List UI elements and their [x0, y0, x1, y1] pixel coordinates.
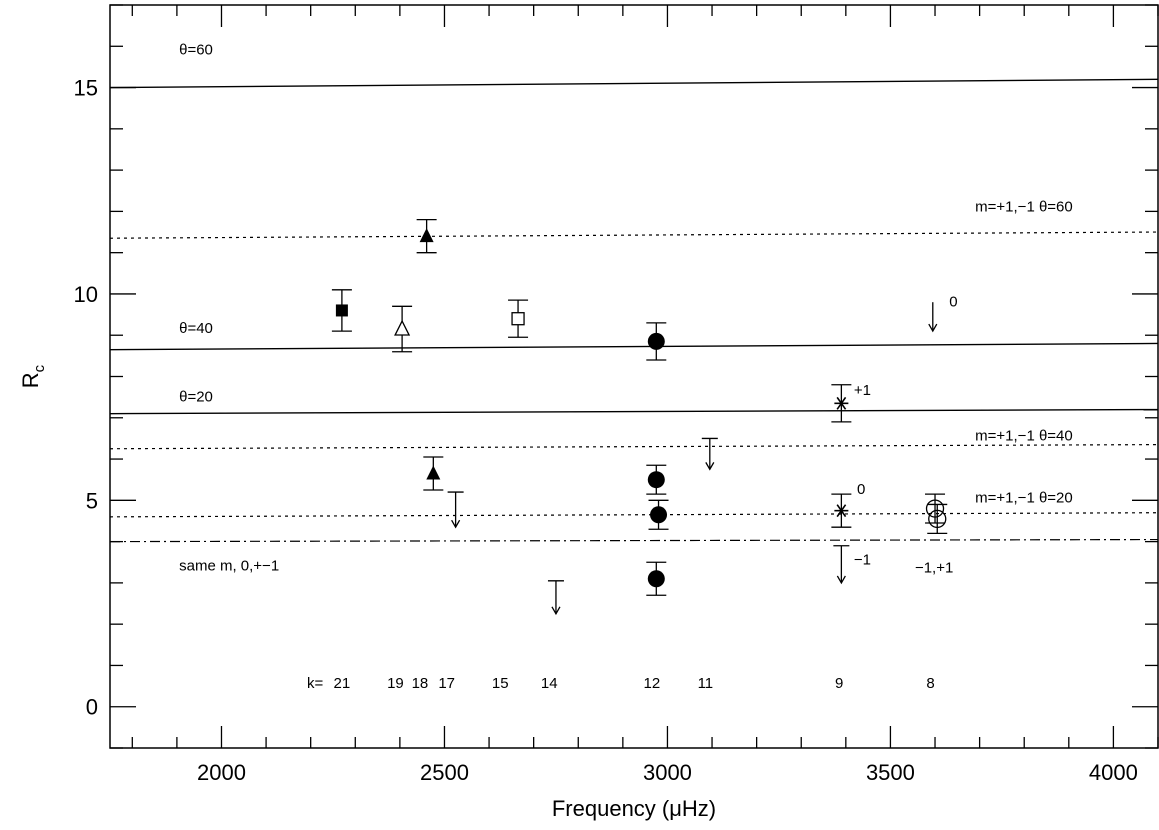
model-line — [109, 408, 1159, 415]
model-line-label: θ=20 — [179, 388, 213, 405]
plot-frame — [109, 4, 1159, 749]
annotation-label: −1 — [854, 551, 871, 568]
y-axis-label-main: R — [18, 372, 43, 388]
marker-circle-filled — [647, 332, 665, 350]
k-label: 8 — [926, 675, 934, 692]
k-label: 19 — [387, 675, 404, 692]
annotation-label: −1,+1 — [915, 560, 953, 577]
k-label: k= — [307, 675, 324, 692]
upper-limit-arrowhead — [551, 606, 561, 616]
model-line — [109, 342, 1159, 351]
k-label: 18 — [412, 675, 429, 692]
k-label: 21 — [334, 675, 351, 692]
y-tick-label: 5 — [86, 488, 98, 513]
model-line — [109, 78, 1159, 89]
annotation-label: 0 — [857, 481, 865, 498]
y-tick-label: 0 — [86, 695, 98, 720]
marker-square-filled — [335, 304, 348, 317]
k-label: 15 — [492, 675, 509, 692]
y-axis-label-subscript: c — [31, 364, 48, 372]
k-label: 17 — [438, 675, 455, 692]
x-tick-label: 2500 — [420, 760, 469, 785]
x-tick-label: 2000 — [197, 760, 246, 785]
marker-circle-open — [925, 499, 945, 518]
upper-limit-arrowhead — [451, 519, 461, 529]
x-tick-label: 4000 — [1089, 760, 1138, 785]
model-line-label: m=+1,−1 θ=20 — [975, 489, 1073, 506]
y-tick-label: 10 — [74, 282, 98, 307]
text-labels: 0 +1 0 −1 −1,+1 k= 21 19 18 17 15 14 12 11 9 8 — [307, 293, 958, 692]
model-line — [109, 444, 1159, 450]
marker-star — [836, 396, 847, 410]
model-line-label: m=+1,−1 θ=40 — [975, 427, 1073, 444]
k-label: 11 — [698, 675, 714, 692]
model-line-label: θ=60 — [179, 42, 213, 59]
model-line — [109, 538, 1159, 543]
annotation-label: 0 — [949, 293, 957, 310]
x-tick-label: 3000 — [643, 760, 692, 785]
k-label: 12 — [643, 675, 660, 692]
model-lines: θ=60 m=+1,−1 θ=60 θ=40 θ=20 m=+1,−1 θ=40 m=+1… — [109, 42, 1159, 575]
marker-triangle-open — [394, 319, 411, 336]
axis-ticks: 2000 2500 3000 3500 4000 0 5 10 15 — [74, 4, 1159, 785]
marker-circle-filled — [647, 570, 665, 588]
upper-limit-arrowhead — [928, 323, 938, 333]
marker-star — [836, 504, 847, 518]
marker-triangle-filled — [419, 228, 434, 243]
marker-square-open — [511, 312, 525, 326]
x-axis-label: Frequency (μHz) — [552, 796, 716, 821]
upper-limit-arrowhead — [705, 462, 715, 471]
k-label: 14 — [541, 675, 558, 692]
model-line-label: m=+1,−1 θ=60 — [975, 198, 1073, 215]
model-line-label: θ=40 — [179, 320, 213, 337]
marker-circle-filled — [650, 506, 668, 524]
model-line — [109, 512, 1159, 518]
data-points — [331, 218, 948, 616]
annotation-label: +1 — [854, 382, 871, 399]
y-axis-label: Rc — [18, 364, 48, 388]
marker-circle-open — [928, 509, 947, 529]
model-line — [109, 231, 1159, 239]
marker-circle-filled — [647, 471, 665, 489]
model-line-label: same m, 0,+−1 — [179, 558, 279, 575]
x-tick-label: 3500 — [866, 760, 915, 785]
marker-triangle-filled — [426, 465, 441, 480]
upper-limit-arrowhead — [836, 575, 846, 585]
k-label: 9 — [835, 675, 843, 692]
y-tick-label: 15 — [74, 76, 98, 101]
